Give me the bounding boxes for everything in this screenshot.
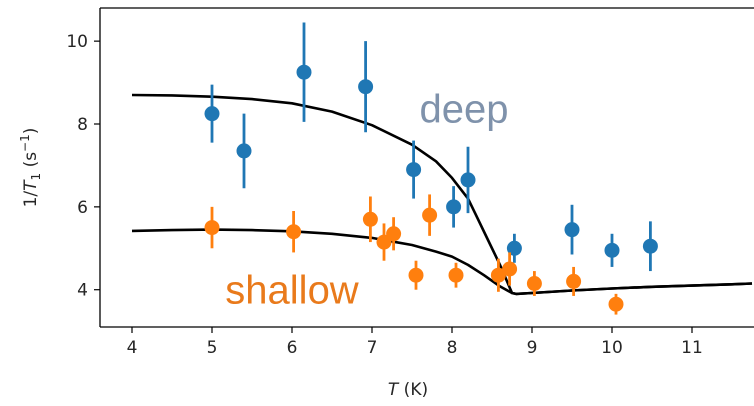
- x-tick-label: 10: [601, 338, 623, 358]
- shallow-marker: [204, 220, 220, 236]
- deep-marker: [506, 240, 522, 256]
- shallow-point-3: [362, 196, 378, 243]
- deep-marker: [564, 222, 580, 238]
- y-axis-title-var: T: [21, 179, 41, 191]
- fit-lines: [131, 93, 753, 296]
- annotations: deep shallow: [225, 87, 508, 312]
- deep-marker: [358, 79, 374, 95]
- shallow-marker: [422, 207, 438, 223]
- x-axis-title: T (K): [388, 380, 428, 400]
- x-tick-label: 8: [447, 338, 458, 358]
- x-tick-label: 4: [127, 338, 138, 358]
- y-tick-label: 4: [77, 281, 88, 301]
- y-axis-title-unit: (s: [21, 152, 41, 173]
- deep-marker: [604, 242, 620, 258]
- shallow-marker: [386, 226, 402, 242]
- shallow-marker: [502, 261, 518, 277]
- shallow-marker: [526, 276, 542, 291]
- shallow-point-13: [608, 293, 624, 315]
- shallow-point-7: [422, 194, 438, 236]
- shallow-marker: [362, 211, 378, 227]
- data-points: [204, 22, 658, 315]
- fit-line-2: [131, 228, 753, 296]
- shallow-marker: [286, 224, 302, 240]
- deep-point-10: [604, 233, 620, 267]
- deep-marker: [460, 172, 476, 188]
- deep-point-8: [506, 233, 522, 263]
- deep-point-5: [406, 140, 422, 199]
- x-tick-label: 11: [681, 338, 703, 358]
- shallow-point-10: [502, 252, 518, 286]
- axis-titles: T (K) 1/T1 (s−1): [18, 128, 428, 400]
- x-axis-title-unit: (K): [398, 380, 428, 400]
- shallow-point-6: [408, 260, 424, 290]
- x-tick-label: 7: [367, 338, 378, 358]
- deep-point-6: [446, 186, 462, 228]
- y-axis-title-prefix: 1/: [21, 191, 41, 208]
- deep-point-3: [296, 22, 312, 122]
- y-tick-label: 10: [66, 32, 88, 52]
- y-axis-title-sup: −1: [18, 134, 32, 152]
- axes: 4 5 6 7 8 9 10 11 4 6 8 10: [66, 7, 754, 358]
- deep-point-7: [460, 146, 476, 214]
- deep-label: deep: [420, 87, 509, 131]
- shallow-label: shallow: [225, 269, 359, 313]
- shallow-point-5: [386, 217, 402, 251]
- deep-point-1: [204, 84, 220, 143]
- deep-marker: [446, 199, 462, 215]
- shallow-point-2: [286, 211, 302, 253]
- shallow-marker: [408, 267, 424, 283]
- shallow-marker: [608, 296, 624, 312]
- deep-marker: [296, 64, 312, 80]
- shallow-point-9: [490, 258, 506, 292]
- x-tick-label: 5: [207, 338, 218, 358]
- y-axis-title-sub: 1: [29, 173, 43, 181]
- shallow-marker: [566, 273, 582, 289]
- deep-point-4: [358, 41, 374, 133]
- y-axis-title-close: ): [21, 128, 41, 135]
- shallow-marker: [490, 267, 506, 283]
- x-axis-title-var: T: [388, 380, 400, 400]
- deep-marker: [236, 143, 252, 159]
- deep-marker: [642, 238, 658, 254]
- shallow-marker: [448, 267, 464, 283]
- x-tick-label: 9: [527, 338, 538, 358]
- shallow-point-12: [566, 266, 582, 296]
- y-axis-title: 1/T1 (s−1): [18, 128, 43, 208]
- shallow-point-11: [526, 271, 542, 296]
- x-tick-label: 6: [287, 338, 298, 358]
- deep-point-11: [642, 221, 658, 272]
- deep-point-9: [564, 204, 580, 255]
- deep-marker: [406, 162, 422, 178]
- y-tick-label: 6: [77, 198, 88, 218]
- y-tick-label: 8: [77, 115, 88, 135]
- shallow-point-1: [204, 206, 220, 249]
- deep-point-2: [236, 113, 252, 189]
- shallow-point-8: [448, 262, 464, 288]
- deep-marker: [204, 106, 220, 122]
